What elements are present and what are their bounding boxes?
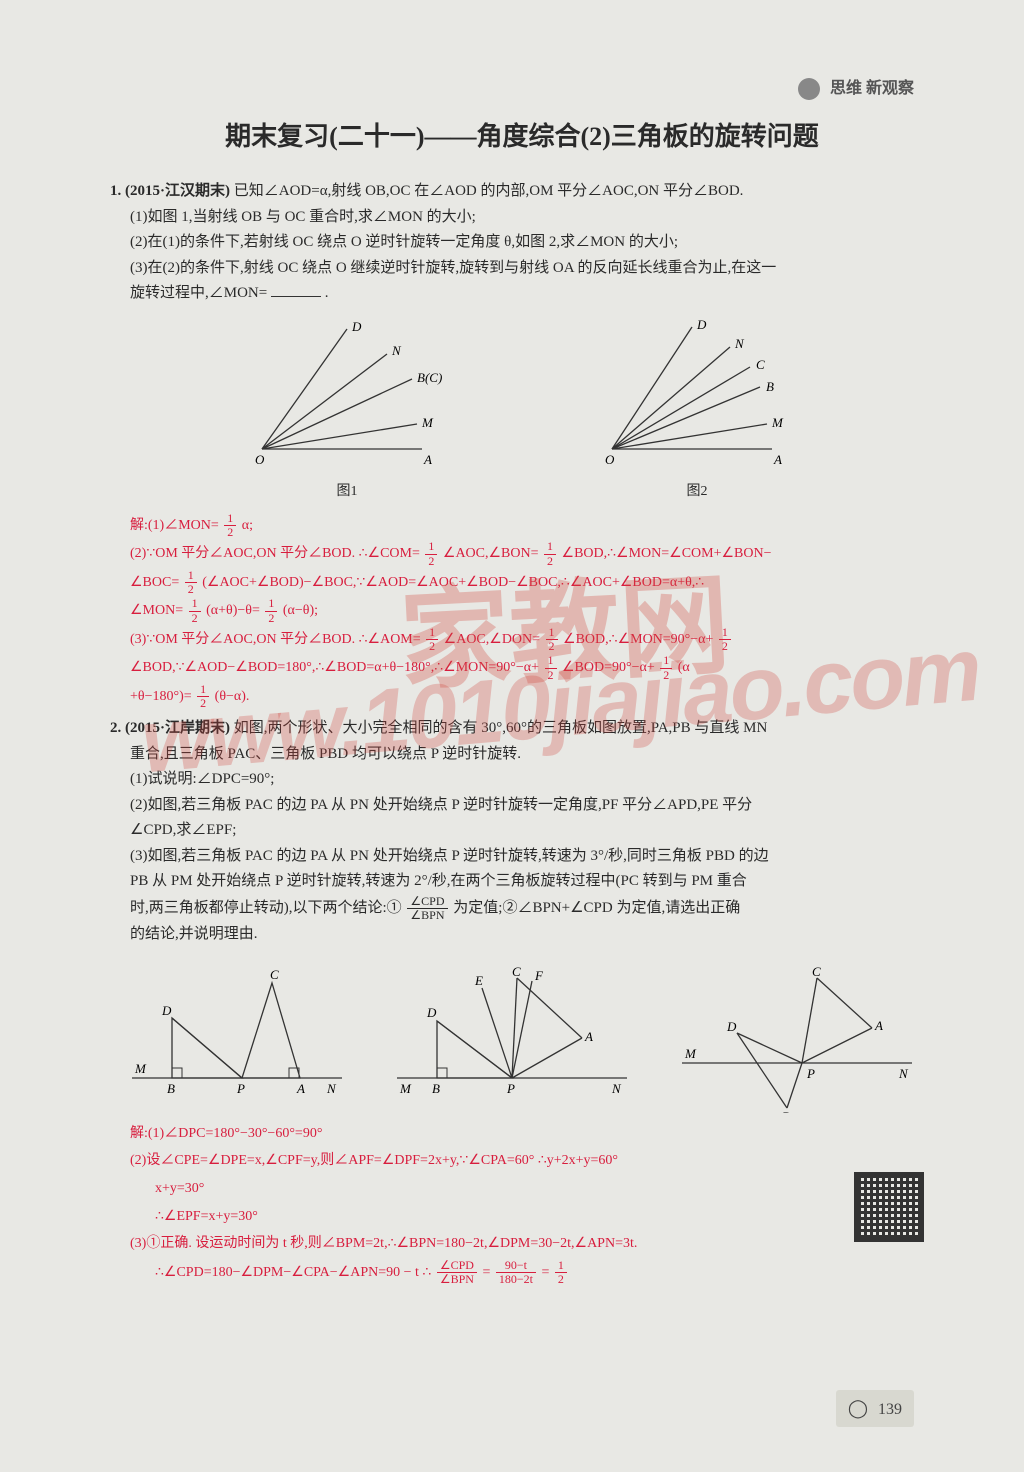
header-logo: 思维 新观察	[798, 75, 914, 102]
p1-stem: 已知∠AOD=α,射线 OB,OC 在∠AOD 的内部,OM 平分∠AOC,ON…	[234, 183, 744, 199]
fig1-label: 图1	[252, 480, 442, 504]
s1-l6: ∠BOD,∵∠AOD−∠BOD=180°,∴∠BOD=α+θ−180°,∴∠MO…	[130, 654, 934, 682]
page-number: 139	[836, 1390, 914, 1427]
page-title: 期末复习(二十一)——角度综合(2)三角板的旋转问题	[110, 115, 934, 159]
s1-l7: +θ−180°)= 12 (θ−α).	[130, 683, 934, 711]
svg-text:M: M	[684, 1046, 697, 1061]
p2-stem2: 重合,且三角板 PAC、三角板 PBD 均可以绕点 P 逆时针旋转.	[110, 742, 934, 768]
p1-sub3c: .	[325, 285, 329, 301]
s2-l2: (2)设∠CPE=∠DPE=x,∠CPF=y,则∠APF=∠DPF=2x+y,∵…	[130, 1148, 934, 1175]
svg-text:A: A	[584, 1029, 593, 1044]
svg-text:F: F	[534, 968, 544, 983]
s1-l3: ∠BOC= 12 (∠AOC+∠BOD)−∠BOC,∵∠AOD=∠AOC+∠BO…	[130, 569, 934, 597]
svg-text:D: D	[696, 319, 707, 332]
figure-5: C A D B M P N	[682, 963, 912, 1113]
p1-sub3a: (3)在(2)的条件下,射线 OC 绕点 O 继续逆时针旋转,旋转到与射线 OA…	[110, 256, 934, 282]
svg-text:C: C	[512, 964, 521, 979]
p2-sub3c-line: 时,两三角板都停止转动),以下两个结论:① ∠CPD∠BPN 为定值;②∠BPN…	[110, 895, 934, 922]
p1-blank	[271, 296, 321, 297]
svg-text:D: D	[351, 319, 362, 334]
p1-source: (2015·江汉期末)	[125, 183, 230, 199]
svg-text:A: A	[874, 1018, 883, 1033]
svg-text:O: O	[255, 452, 265, 467]
p1-sub3b-line: 旋转过程中,∠MON= .	[110, 281, 934, 307]
frac-icon: 12	[224, 512, 236, 539]
p2-sub3b: PB 从 PM 处开始绕点 P 逆时针旋转,转速为 2°/秒,在两个三角板旋转过…	[110, 869, 934, 895]
svg-text:N: N	[898, 1066, 909, 1081]
p2-figures: C D M B P A N E C F D A M B P N C A	[110, 963, 934, 1113]
svg-text:M: M	[399, 1081, 412, 1096]
svg-text:N: N	[326, 1081, 337, 1096]
svg-text:P: P	[506, 1081, 515, 1096]
p1-num: 1.	[110, 183, 121, 199]
s2-l1: 解:(1)∠DPC=180°−30°−60°=90°	[130, 1121, 934, 1148]
p2-sub3d: 的结论,并说明理由.	[110, 922, 934, 948]
svg-text:P: P	[236, 1081, 245, 1096]
svg-text:N: N	[391, 343, 402, 358]
svg-text:M: M	[771, 415, 784, 430]
p1-sub2: (2)在(1)的条件下,若射线 OC 绕点 O 逆时针旋转一定角度 θ,如图 2…	[110, 230, 934, 256]
svg-text:B(C): B(C)	[417, 370, 442, 385]
problem-2: 2. (2015·江岸期末) 如图,两个形状、大小完全相同的含有 30°,60°…	[110, 716, 934, 947]
svg-text:B: B	[167, 1081, 175, 1096]
s1-l4: ∠MON= 12 (α+θ)−θ= 12 (α−θ);	[130, 597, 934, 625]
svg-text:D: D	[426, 1005, 437, 1020]
svg-text:P: P	[806, 1066, 815, 1081]
svg-text:B: B	[782, 1109, 790, 1113]
svg-text:B: B	[432, 1081, 440, 1096]
fig1-container: D N B(C) M O A 图1	[252, 319, 442, 504]
p2-sub2b: ∠CPD,求∠EPF;	[110, 818, 934, 844]
solution-1: 解:(1)∠MON= 12 α; (2)∵OM 平分∠AOC,ON 平分∠BOD…	[110, 512, 934, 711]
solution-2: 解:(1)∠DPC=180°−30°−60°=90° (2)设∠CPE=∠DPE…	[110, 1121, 934, 1286]
s1-l1: 解:(1)∠MON= 12 α;	[130, 512, 934, 540]
figure-4: E C F D A M B P N	[397, 963, 627, 1098]
fig2-container: D N C B M O A 图2	[602, 319, 792, 504]
s2-l6: ∴∠CPD=180−∠DPM−∠CPA−∠APN=90 − t ∴ ∠CPD∠B…	[130, 1259, 934, 1287]
s2-l3: x+y=30°	[130, 1176, 934, 1203]
s2-l4: ∴∠EPF=x+y=30°	[130, 1204, 934, 1231]
s1-l2: (2)∵OM 平分∠AOC,ON 平分∠BOD. ∴∠COM= 12 ∠AOC,…	[130, 540, 934, 568]
p1-sub3b: 旋转过程中,∠MON=	[130, 285, 267, 301]
fig2-label: 图2	[602, 480, 792, 504]
problem-1: 1. (2015·江汉期末) 已知∠AOD=α,射线 OB,OC 在∠AOD 的…	[110, 179, 934, 307]
svg-text:C: C	[812, 964, 821, 979]
svg-text:D: D	[161, 1003, 172, 1018]
frac-cpd-bpn: ∠CPD∠BPN	[407, 895, 447, 922]
svg-text:A: A	[773, 452, 782, 467]
svg-text:C: C	[270, 967, 279, 982]
p2-source: (2015·江岸期末)	[125, 720, 230, 736]
figure-2: D N C B M O A	[602, 319, 792, 469]
p2-sub3a: (3)如图,若三角板 PAC 的边 PA 从 PN 处开始绕点 P 逆时针旋转,…	[110, 844, 934, 870]
p2-sub1: (1)试说明:∠DPC=90°;	[110, 767, 934, 793]
s1-l5: (3)∵OM 平分∠AOC,ON 平分∠BOD. ∴∠AOM= 12 ∠AOC,…	[130, 626, 934, 654]
figure-3: C D M B P A N	[132, 963, 342, 1098]
figure-1: D N B(C) M O A	[252, 319, 442, 469]
logo-text: 思维 新观察	[830, 80, 914, 97]
svg-text:M: M	[134, 1061, 147, 1076]
svg-text:N: N	[734, 336, 745, 351]
svg-text:B: B	[766, 379, 774, 394]
p1-sub1: (1)如图 1,当射线 OB 与 OC 重合时,求∠MON 的大小;	[110, 205, 934, 231]
svg-text:E: E	[474, 973, 483, 988]
svg-text:M: M	[421, 415, 434, 430]
svg-text:A: A	[296, 1081, 305, 1096]
svg-text:A: A	[423, 452, 432, 467]
svg-text:N: N	[611, 1081, 622, 1096]
s2-l5: (3)①正确. 设运动时间为 t 秒,则∠BPM=2t,∴∠BPN=180−2t…	[130, 1231, 934, 1258]
svg-text:O: O	[605, 452, 615, 467]
qr-code-icon	[854, 1172, 924, 1242]
p2-stem1: 如图,两个形状、大小完全相同的含有 30°,60°的三角板如图放置,PA,PB …	[234, 720, 768, 736]
svg-text:C: C	[756, 357, 765, 372]
p1-figures: D N B(C) M O A 图1 D N C B M O A 图2	[110, 319, 934, 504]
p2-num: 2.	[110, 720, 121, 736]
p2-sub2a: (2)如图,若三角板 PAC 的边 PA 从 PN 处开始绕点 P 逆时针旋转一…	[110, 793, 934, 819]
svg-text:D: D	[726, 1019, 737, 1034]
